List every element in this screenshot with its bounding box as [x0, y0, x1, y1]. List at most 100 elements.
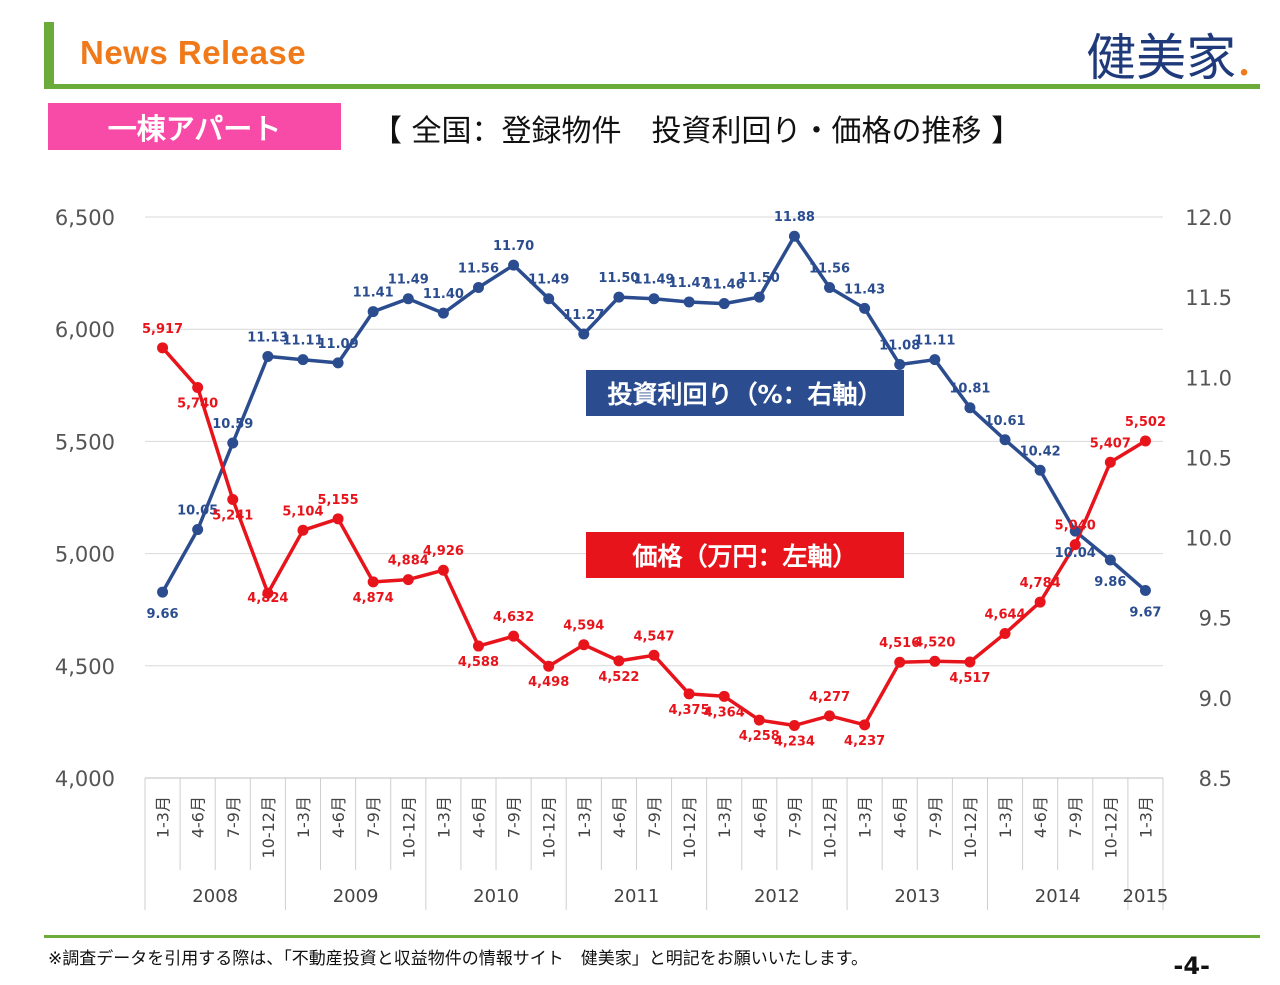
year-label: 2008	[192, 886, 238, 907]
yield-data-point	[1139, 584, 1151, 596]
yield-data-label: 11.49	[633, 273, 674, 288]
yield-data-point	[1034, 464, 1046, 476]
yield-data-label: 10.81	[949, 382, 990, 397]
category-label: 4-6月	[1031, 796, 1050, 838]
footer-divider	[44, 935, 1260, 938]
price-data-point	[402, 574, 414, 586]
price-data-label: 4,644	[984, 607, 1025, 622]
category-label: 1-3月	[154, 796, 173, 838]
price-legend-box: 価格（万円：左軸）	[586, 532, 904, 578]
price-data-point	[824, 710, 836, 722]
yield-data-label: 11.11	[914, 334, 955, 349]
yield-data-label: 11.50	[598, 271, 639, 286]
yield-data-label: 11.09	[318, 337, 359, 352]
price-data-label: 5,104	[282, 504, 323, 519]
price-data-point	[718, 690, 730, 702]
category-label: 4-6月	[469, 796, 488, 838]
price-data-label: 4,874	[353, 591, 394, 606]
price-data-label: 5,740	[177, 397, 218, 412]
price-data-label: 4,784	[1020, 576, 1061, 591]
right-tick-label: 8.5	[1199, 767, 1232, 791]
price-data-point	[227, 494, 239, 506]
price-data-point	[1139, 435, 1151, 447]
year-label: 2013	[894, 886, 940, 907]
yield-data-point	[788, 230, 800, 242]
price-data-label: 4,498	[528, 675, 569, 690]
category-label: 1-3月	[715, 796, 734, 838]
price-data-point	[332, 513, 344, 525]
price-data-label: 4,234	[774, 734, 815, 749]
yield-data-label: 11.27	[563, 308, 604, 323]
price-data-point	[929, 655, 941, 667]
category-label: 4-6月	[750, 796, 769, 838]
price-data-label: 4,522	[598, 670, 639, 685]
price-data-point	[543, 660, 555, 672]
price-data-point	[613, 655, 625, 667]
year-label: 2014	[1035, 886, 1081, 907]
yield-data-label: 11.49	[388, 273, 429, 288]
category-label: 4-6月	[891, 796, 910, 838]
left-tick-label: 5,000	[55, 543, 115, 567]
category-label: 1-3月	[434, 796, 453, 838]
category-label: 7-9月	[926, 796, 945, 838]
price-data-label: 4,258	[739, 729, 780, 744]
price-data-point	[297, 524, 309, 536]
price-data-point	[367, 576, 379, 588]
price-data-label: 4,375	[669, 703, 710, 718]
logo-dot: .	[1236, 29, 1252, 87]
yield-data-label: 10.61	[984, 414, 1025, 429]
yield-data-point	[402, 293, 414, 305]
news-release-title: News Release	[80, 34, 307, 71]
yield-data-point	[894, 358, 906, 370]
yield-data-point	[1104, 554, 1116, 566]
price-data-label: 4,516	[879, 636, 920, 651]
yield-data-point	[227, 437, 239, 449]
yield-data-point	[929, 354, 941, 366]
category-label: 1-3月	[294, 796, 313, 838]
yield-data-point	[683, 296, 695, 308]
category-label: 7-9月	[224, 796, 243, 838]
yield-data-point	[332, 357, 344, 369]
right-tick-label: 11.5	[1185, 286, 1232, 310]
price-data-point	[894, 656, 906, 668]
header-divider	[44, 84, 1260, 89]
category-label: 10-12月	[259, 796, 278, 859]
yield-data-point	[718, 298, 730, 310]
header-accent-bar	[44, 22, 54, 84]
price-data-label: 5,040	[1055, 519, 1096, 534]
yield-data-label: 11.40	[423, 287, 464, 302]
yield-data-label: 11.46	[704, 278, 745, 293]
left-tick-label: 4,500	[55, 655, 115, 679]
category-label: 7-9月	[1066, 796, 1085, 838]
right-tick-label: 10.0	[1185, 527, 1232, 551]
yield-data-point	[367, 306, 379, 318]
yield-data-point	[157, 586, 169, 598]
yield-data-point	[437, 307, 449, 319]
category-badge: 一棟アパート	[48, 103, 341, 150]
price-data-point	[1069, 539, 1081, 551]
left-tick-label: 6,500	[55, 206, 115, 230]
price-data-label: 4,277	[809, 690, 850, 705]
price-data-point	[472, 640, 484, 652]
price-data-label: 4,364	[704, 705, 745, 720]
page-number: -4-	[1173, 952, 1210, 980]
yield-data-label: 11.47	[669, 276, 710, 291]
price-data-label: 4,884	[388, 554, 429, 569]
price-data-label: 4,520	[914, 635, 955, 650]
price-data-label: 5,917	[142, 322, 183, 337]
price-data-point	[999, 627, 1011, 639]
category-label: 10-12月	[821, 796, 840, 859]
price-data-label: 4,237	[844, 734, 885, 749]
category-label: 7-9月	[505, 796, 524, 838]
yield-data-point	[543, 293, 555, 305]
yield-data-label: 9.67	[1129, 605, 1161, 620]
yield-data-label: 9.86	[1094, 575, 1126, 590]
yield-data-label: 11.70	[493, 239, 534, 254]
left-tick-label: 6,000	[55, 318, 115, 342]
yield-data-point	[297, 354, 309, 366]
company-logo: 健美家.	[1086, 18, 1252, 90]
yield-data-label: 11.56	[809, 262, 850, 277]
yield-data-label: 10.59	[212, 417, 253, 432]
price-data-point	[192, 382, 204, 394]
yield-data-label: 11.49	[528, 273, 569, 288]
